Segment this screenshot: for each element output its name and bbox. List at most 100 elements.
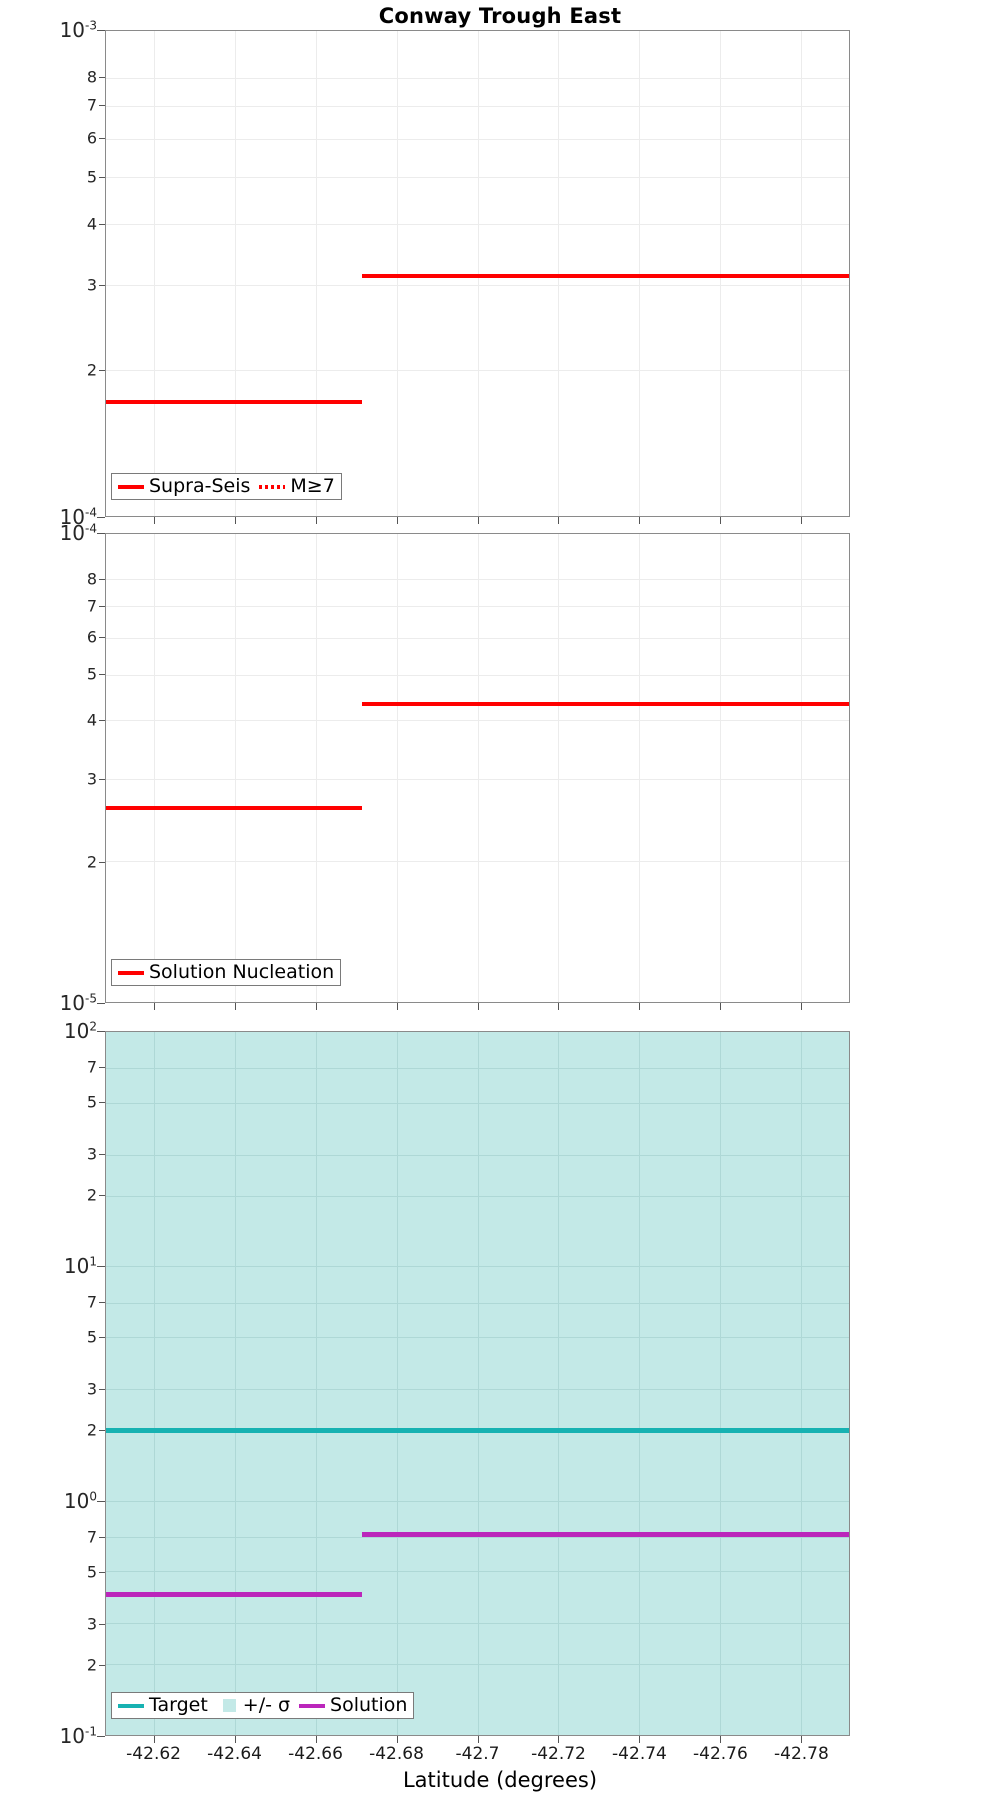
y-tick-label: 8 [86, 569, 97, 589]
y-tick-label: 6 [86, 627, 97, 647]
legend-swatch-solid-red-icon [118, 484, 144, 489]
gridline-vertical [477, 1032, 479, 1735]
y-tick-label: 10-4 [59, 505, 97, 529]
legend-participation[interactable]: Supra-Seis M≥7 [111, 473, 342, 500]
y-tick-mark [97, 1003, 105, 1004]
x-tick-label: -42.74 [612, 1744, 667, 1764]
y-tick-label: 8 [86, 67, 97, 87]
x-tick-mark [558, 517, 560, 524]
series-line-m-7 [362, 274, 849, 279]
y-tick-mark [97, 30, 105, 31]
y-tick-mark [99, 1195, 105, 1197]
x-tick-mark [477, 1003, 479, 1010]
series-line-solution [362, 1532, 849, 1538]
y-tick-label: 3 [86, 769, 97, 789]
x-tick-mark [558, 1736, 560, 1743]
y-tick-mark [99, 720, 105, 722]
y-tick-label: 6 [86, 128, 97, 148]
legend-label: Solution Nucleation [149, 961, 335, 983]
x-tick-label: -42.78 [774, 1744, 829, 1764]
gridline-vertical [154, 1032, 156, 1735]
legend-swatch-dotted-red-icon [259, 484, 286, 489]
y-tick-label: 3 [86, 275, 97, 295]
y-tick-label: 7 [86, 95, 97, 115]
gridline-vertical [154, 534, 156, 1002]
x-tick-mark [639, 1736, 641, 1743]
gridline-vertical [558, 1032, 560, 1735]
gridline-vertical [800, 1032, 802, 1735]
y-tick-mark [97, 1501, 105, 1502]
legend-entry[interactable]: +/- σ [217, 1696, 290, 1715]
gridline-vertical [154, 31, 156, 516]
x-tick-mark [639, 1003, 641, 1010]
y-tick-label: 10-5 [59, 991, 97, 1015]
y-tick-mark [97, 1266, 105, 1267]
y-tick-label: 5 [86, 664, 97, 684]
y-tick-mark [99, 1336, 105, 1338]
y-tick-mark [99, 1537, 105, 1539]
y-tick-label: 10-4 [59, 521, 97, 545]
x-tick-label: -42.68 [369, 1744, 424, 1764]
legend-entry[interactable]: Supra-Seis [118, 477, 250, 496]
legend-label: +/- σ [242, 1694, 291, 1716]
y-tick-label: 3 [86, 1614, 97, 1634]
x-tick-mark [801, 517, 803, 524]
y-tick-label: 4 [86, 710, 97, 730]
gridline-vertical [477, 534, 479, 1002]
legend-label: Target [149, 1694, 208, 1716]
legend-label: Supra-Seis [149, 475, 251, 497]
y-tick-mark [99, 1571, 105, 1573]
x-tick-mark [234, 1736, 236, 1743]
y-tick-label: 5 [86, 1562, 97, 1582]
series-line-solution-nucleation [106, 805, 363, 810]
legend-entry[interactable]: Solution [299, 1696, 407, 1715]
x-tick-mark [801, 1003, 803, 1010]
y-tick-label: 2 [86, 1420, 97, 1440]
y-tick-mark [99, 578, 105, 580]
x-tick-mark [720, 1003, 722, 1010]
y-tick-label: 2 [86, 1185, 97, 1205]
gridline-vertical [315, 1032, 317, 1735]
y-tick-mark [97, 1031, 105, 1032]
legend-swatch-solid-red-icon [118, 970, 144, 975]
y-tick-label: 7 [86, 1057, 97, 1077]
y-tick-mark [99, 105, 105, 107]
y-tick-mark [97, 517, 105, 518]
y-tick-label: 5 [86, 167, 97, 187]
x-tick-label: -42.62 [126, 1744, 181, 1764]
plot-area-nucleation [105, 533, 850, 1003]
y-tick-label: 7 [86, 1292, 97, 1312]
y-tick-mark [99, 1665, 105, 1667]
x-tick-label: -42.66 [288, 1744, 343, 1764]
y-tick-label: 7 [86, 596, 97, 616]
y-tick-label: 101 [63, 1254, 97, 1278]
gridline-vertical [315, 534, 317, 1002]
legend-label: Solution [330, 1694, 408, 1716]
y-tick-label: 2 [86, 1655, 97, 1675]
x-tick-label: -42.7 [455, 1744, 500, 1764]
legend-nucleation[interactable]: Solution Nucleation [111, 959, 342, 986]
legend-entry[interactable]: M≥7 [259, 477, 335, 496]
y-tick-label: 3 [86, 1144, 97, 1164]
x-tick-mark [801, 1736, 803, 1743]
y-tick-mark [99, 637, 105, 639]
legend-sliprate[interactable]: Target +/- σ Solution [111, 1692, 415, 1719]
x-tick-mark [153, 517, 155, 524]
gridline-vertical [396, 31, 398, 516]
x-tick-mark [477, 517, 479, 524]
y-tick-mark [99, 605, 105, 607]
y-tick-label: 4 [86, 214, 97, 234]
legend-entry[interactable]: Target [118, 1696, 208, 1715]
series-line-solution [106, 1591, 363, 1597]
gridline-vertical [235, 31, 237, 516]
gridline-vertical [235, 534, 237, 1002]
y-tick-label: 5 [86, 1327, 97, 1347]
plot-area-sliprate [105, 1031, 850, 1736]
legend-entry[interactable]: Solution Nucleation [118, 963, 334, 982]
gridline-vertical [558, 31, 560, 516]
gridline-vertical [315, 31, 317, 516]
y-tick-label: 5 [86, 1092, 97, 1112]
